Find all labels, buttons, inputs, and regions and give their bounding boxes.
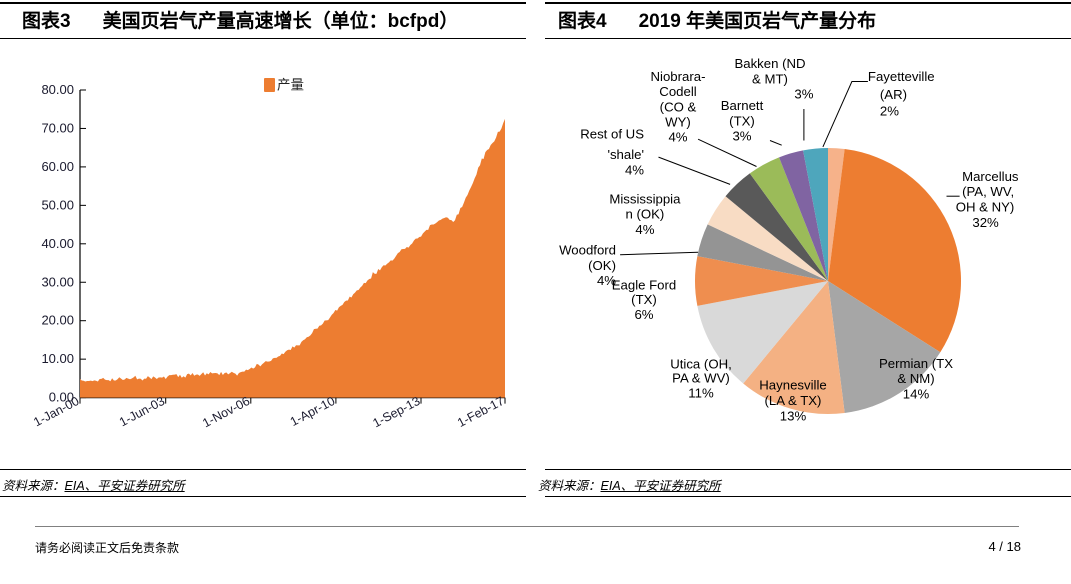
svg-text:Permian (TX: Permian (TX (879, 356, 953, 371)
svg-text:32%: 32% (972, 215, 999, 230)
svg-text:Mississippia: Mississippia (609, 191, 681, 206)
svg-text:1-Jun-03: 1-Jun-03 (117, 394, 167, 430)
svg-text:Marcellus: Marcellus (962, 169, 1019, 184)
svg-text:(TX): (TX) (631, 292, 657, 307)
svg-text:Codell: Codell (659, 84, 696, 99)
svg-text:10.00: 10.00 (41, 351, 74, 366)
svg-text:70.00: 70.00 (41, 120, 74, 135)
svg-text:4%: 4% (635, 222, 654, 237)
svg-text:4%: 4% (625, 163, 644, 178)
svg-text:3%: 3% (732, 129, 751, 144)
svg-text:50.00: 50.00 (41, 197, 74, 212)
svg-text:PA & WV): PA & WV) (672, 371, 730, 386)
svg-text:14%: 14% (903, 387, 930, 402)
svg-text:6%: 6% (634, 307, 653, 322)
svg-text:(LA & TX): (LA & TX) (765, 393, 822, 408)
svg-text:4%: 4% (597, 273, 616, 288)
svg-text:1-Sep-13: 1-Sep-13 (370, 394, 422, 431)
svg-text:OH & NY): OH & NY) (956, 200, 1015, 215)
svg-text:4%: 4% (668, 130, 687, 145)
svg-text:60.00: 60.00 (41, 159, 74, 174)
svg-text:(OK): (OK) (588, 258, 616, 273)
svg-text:产量: 产量 (277, 78, 304, 93)
svg-text:1-Feb-17: 1-Feb-17 (455, 394, 506, 430)
svg-text:2%: 2% (880, 103, 899, 118)
svg-text:Niobrara-: Niobrara- (651, 69, 706, 84)
svg-text:1-Apr-10: 1-Apr-10 (288, 394, 338, 429)
svg-text:Bakken (ND: Bakken (ND (734, 56, 805, 71)
svg-text:Woodford: Woodford (559, 243, 616, 258)
svg-text:Barnett: Barnett (721, 98, 764, 113)
svg-text:(CO &: (CO & (660, 99, 697, 114)
svg-text:13%: 13% (780, 409, 807, 424)
svg-text:30.00: 30.00 (41, 274, 74, 289)
svg-text:n (OK): n (OK) (625, 207, 664, 222)
svg-text:1-Nov-06: 1-Nov-06 (200, 394, 252, 431)
svg-text:Eagle Ford: Eagle Ford (612, 277, 677, 292)
svg-text:& NM): & NM) (897, 371, 934, 386)
svg-text:80.00: 80.00 (41, 82, 74, 97)
svg-text:Haynesville: Haynesville (759, 378, 826, 393)
svg-text:Rest of US: Rest of US (580, 126, 644, 141)
svg-text:Fayetteville: Fayetteville (868, 69, 935, 84)
svg-text:(PA, WV,: (PA, WV, (962, 184, 1014, 199)
svg-text:'shale': 'shale' (607, 147, 644, 162)
svg-text:40.00: 40.00 (41, 236, 74, 251)
svg-text:& MT): & MT) (752, 71, 788, 86)
svg-text:11%: 11% (688, 386, 714, 401)
svg-text:WY): WY) (665, 115, 691, 130)
svg-text:(TX): (TX) (729, 113, 755, 128)
svg-text:(AR): (AR) (880, 87, 907, 102)
svg-text:Utica (OH,: Utica (OH, (670, 357, 732, 372)
svg-text:20.00: 20.00 (41, 313, 74, 328)
svg-text:3%: 3% (794, 87, 813, 102)
